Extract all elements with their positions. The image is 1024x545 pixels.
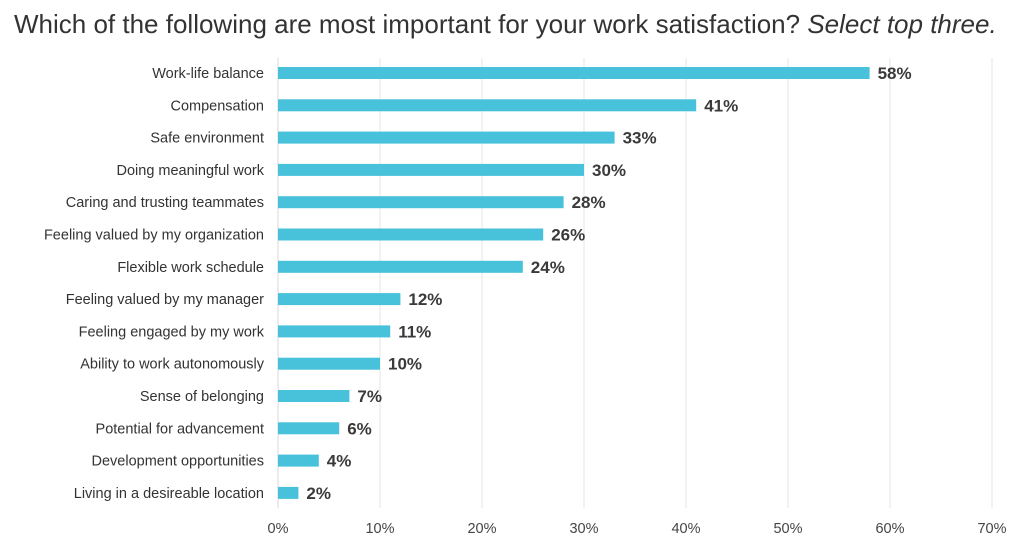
value-label: 33% <box>623 129 657 148</box>
category-label: Sense of belonging <box>140 389 264 405</box>
bars <box>278 67 870 499</box>
chart-title: Which of the following are most importan… <box>14 9 997 40</box>
chart-title-main: Which of the following are most importan… <box>14 9 801 39</box>
value-label: 58% <box>878 64 912 83</box>
value-label: 6% <box>347 419 372 438</box>
bar <box>278 293 401 306</box>
value-label: 24% <box>531 258 565 277</box>
x-tick-label: 60% <box>875 521 904 537</box>
category-label: Feeling valued by my manager <box>66 292 264 308</box>
category-label: Caring and trusting teammates <box>66 195 264 211</box>
chart-subtitle: Select top three. <box>807 9 997 39</box>
value-label: 4% <box>327 452 352 471</box>
category-label: Feeling valued by my organization <box>44 228 264 244</box>
x-tick-label: 70% <box>977 521 1006 537</box>
value-label: 11% <box>398 322 431 341</box>
value-label: 30% <box>592 161 626 180</box>
x-axis-ticks: 0% 10% 20% 30% 40% 50% 60% 70% <box>268 521 1007 537</box>
x-tick-label: 30% <box>569 521 598 537</box>
bar <box>278 196 564 209</box>
value-labels: 58% 41% 33% 30% 28% 26% 24% 12% 11% 10% 7% 6% 4% 2% <box>306 64 911 503</box>
bar <box>278 131 615 144</box>
bar <box>278 325 391 338</box>
value-label: 28% <box>572 193 606 212</box>
bar <box>278 163 584 176</box>
bar <box>278 486 299 499</box>
bar <box>278 422 340 435</box>
x-tick-label: 50% <box>773 521 802 537</box>
category-label: Living in a desireable location <box>74 486 264 502</box>
grid-lines <box>277 58 993 508</box>
bar <box>278 67 870 79</box>
value-label: 26% <box>551 226 585 245</box>
category-label: Ability to work autonomously <box>80 357 264 373</box>
bar <box>278 228 544 241</box>
value-label: 7% <box>357 387 382 406</box>
x-tick-label: 0% <box>268 521 289 537</box>
bar <box>278 260 523 273</box>
category-label: Compensation <box>171 98 265 114</box>
category-label: Flexible work schedule <box>117 260 264 276</box>
x-tick-label: 10% <box>365 521 394 537</box>
category-label: Potential for advancement <box>96 421 264 437</box>
category-label: Work-life balance <box>152 66 264 82</box>
x-tick-label: 20% <box>467 521 496 537</box>
category-label: Safe environment <box>150 131 264 147</box>
value-label: 12% <box>408 290 442 309</box>
category-labels: Work-life balance Compensation Safe enviro… <box>44 66 265 502</box>
category-label: Doing meaningful work <box>117 163 265 179</box>
value-label: 10% <box>388 355 422 374</box>
category-label: Feeling engaged by my work <box>79 324 265 340</box>
x-tick-label: 40% <box>671 521 700 537</box>
bar <box>278 357 380 370</box>
value-label: 41% <box>704 96 738 115</box>
bar <box>278 390 350 402</box>
bar <box>278 99 697 112</box>
value-label: 2% <box>306 484 331 503</box>
category-label: Development opportunities <box>92 454 265 470</box>
bar <box>278 454 319 467</box>
